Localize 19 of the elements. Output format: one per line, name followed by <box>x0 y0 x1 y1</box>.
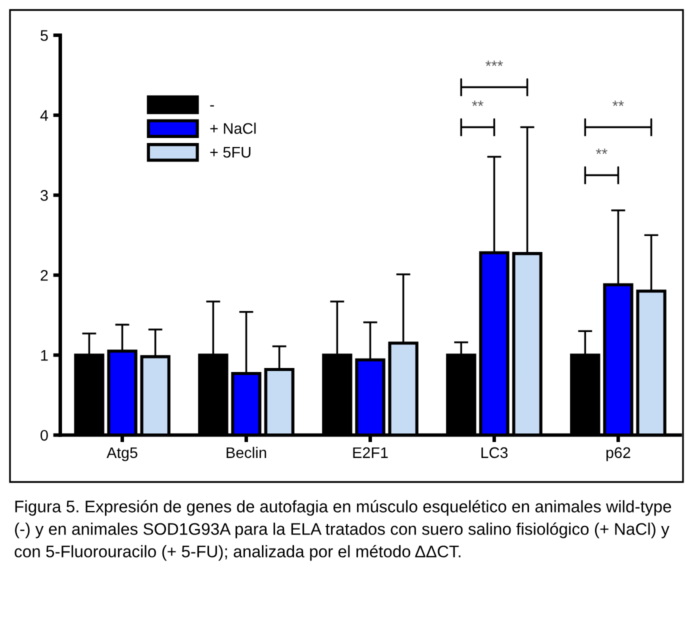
x-tick-label: E2F1 <box>353 447 388 458</box>
legend-label: + NaCl <box>210 122 256 134</box>
text: Figura 5. Expresión de genes de autofagia en músculo esquelético en animales wild-type (-) y en animales SOD1G93A para la ELA tratados con suero salino fisiológico (+ NaCl) y con 5-Fluorouracilo (+ 5-FU); analizada por el método ΔΔCT. <box>14 500 672 561</box>
y-tick-label: 0 <box>40 430 48 441</box>
y-tick-label: 4 <box>40 110 48 121</box>
legend-label: - <box>210 105 214 106</box>
annotation: ** <box>472 100 484 106</box>
x-tick-label: Beclin <box>226 446 266 458</box>
annotation: ** <box>596 148 608 154</box>
legend-label: + 5FU <box>210 147 250 158</box>
x-tick-label: p62 <box>606 447 630 462</box>
annotation: *** <box>486 60 503 66</box>
y-tick-label: 3 <box>40 190 48 201</box>
y-tick-label: 1 <box>41 350 48 361</box>
y-tick-label: 2 <box>40 270 48 281</box>
y-tick-label: 5 <box>40 30 48 41</box>
x-tick-label: LC3 <box>481 447 508 458</box>
annotation: ** <box>612 100 624 106</box>
x-tick-label: Atg5 <box>106 447 138 462</box>
